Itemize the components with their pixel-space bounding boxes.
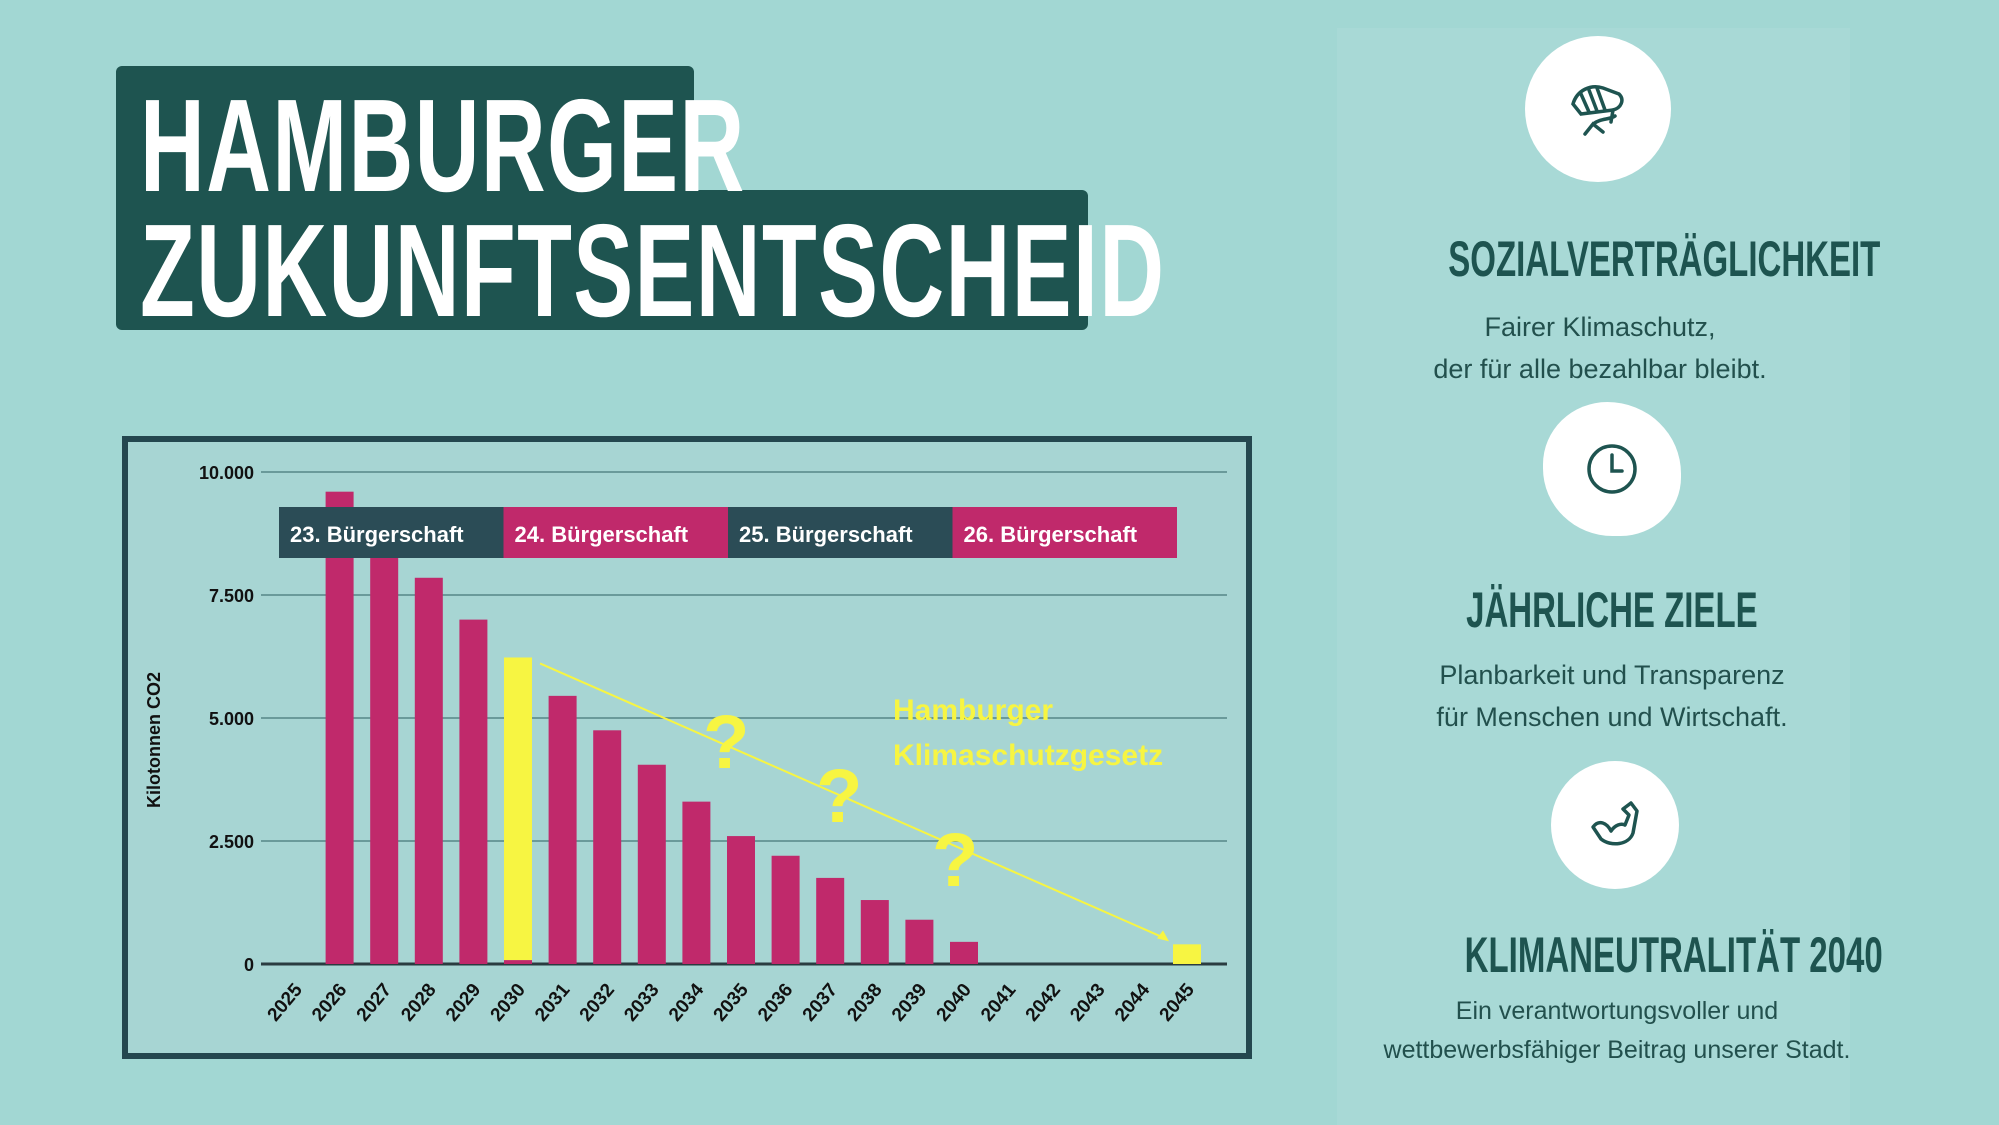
feature-title-2: JÄHRLICHE ZIELE — [1352, 585, 1872, 635]
feature-desc-line: Fairer Klimaschutz, — [1484, 312, 1716, 342]
feature-title-3: KLIMANEUTRALITÄT 2040 — [1357, 930, 1883, 980]
x-tick-label: 2044 — [1111, 979, 1155, 1025]
x-tick-label: 2034 — [665, 979, 709, 1025]
feature-icon-badge-3 — [1551, 761, 1679, 889]
page-title-line2: ZUKUNFTSENTSCHEID — [140, 197, 1166, 344]
bar-2030 — [504, 657, 532, 961]
period-band — [728, 507, 953, 558]
x-tick-label: 2032 — [576, 980, 619, 1026]
annotation-line1: Hamburger — [893, 694, 1053, 727]
bar-2037 — [816, 877, 845, 964]
handshake-icon — [1571, 85, 1624, 136]
y-tick-label: 2.500 — [209, 832, 254, 852]
y-tick-label: 5.000 — [209, 709, 254, 729]
page-title-line1: HAMBURGER — [140, 72, 746, 219]
bar-2032 — [593, 730, 622, 964]
bar-2030 — [504, 960, 532, 964]
x-tick-label: 2041 — [977, 979, 1021, 1025]
x-tick-label: 2035 — [710, 979, 754, 1025]
question-mark-2: ? — [816, 754, 862, 839]
bar-2038 — [860, 900, 889, 964]
feature-desc-line: Planbarkeit und Transparenz — [1439, 660, 1785, 690]
x-tick-label: 2042 — [1022, 980, 1065, 1026]
x-tick-label: 2037 — [799, 980, 842, 1026]
x-tick-label: 2025 — [264, 979, 308, 1025]
x-tick-label: 2036 — [754, 980, 797, 1026]
x-tick-label: 2029 — [442, 980, 485, 1026]
feature-desc-line: der für alle bezahlbar bleibt. — [1433, 354, 1767, 384]
title-box-line2 — [116, 190, 1088, 330]
bar-2033 — [637, 764, 666, 964]
annotation-line2: Klimaschutzgesetz — [893, 739, 1163, 772]
feature-icon-badge-2 — [1543, 402, 1681, 536]
question-mark-3: ? — [932, 818, 978, 903]
feature-icon-badge-1 — [1525, 36, 1671, 182]
title-box-line1 — [116, 66, 694, 206]
feature-desc-3: Ein verantwortungsvoller und wettbewerbs… — [1337, 992, 1897, 1070]
question-mark-1: ? — [703, 700, 749, 785]
bar-2039 — [905, 919, 934, 964]
bar-2036 — [771, 855, 800, 964]
feature-desc-2: Planbarkeit und Transparenz für Menschen… — [1332, 654, 1892, 738]
period-label: 26. Bürgerschaft — [964, 522, 1138, 547]
period-band — [503, 507, 728, 558]
clock-icon — [1587, 444, 1637, 494]
x-tick-label: 2026 — [308, 980, 351, 1026]
x-tick-label: 2045 — [1156, 979, 1200, 1025]
x-tick-label: 2039 — [888, 980, 931, 1026]
y-tick-label: 10.000 — [199, 463, 254, 483]
bar-2035 — [727, 836, 755, 964]
bar-2027 — [370, 535, 399, 964]
x-tick-label: 2027 — [353, 980, 396, 1026]
bar-2028 — [414, 577, 443, 964]
x-tick-label: 2028 — [397, 980, 440, 1026]
bar-2031 — [548, 695, 577, 964]
y-tick-label: 7.500 — [209, 586, 254, 606]
period-band — [952, 507, 1177, 558]
x-tick-label: 2030 — [487, 980, 530, 1026]
bar-2034 — [682, 801, 711, 964]
feature-desc-line: für Menschen und Wirtschaft. — [1436, 702, 1788, 732]
trend-line — [539, 662, 1166, 940]
period-label: 23. Bürgerschaft — [290, 522, 464, 547]
period-label: 25. Bürgerschaft — [739, 522, 913, 547]
x-tick-label: 2038 — [843, 980, 886, 1026]
features-panel — [1337, 28, 1850, 1125]
period-label: 24. Bürgerschaft — [515, 522, 689, 547]
x-tick-label: 2031 — [531, 979, 575, 1025]
feature-title-1: SOZIALVERTRÄGLICHKEIT — [1337, 234, 1880, 284]
feature-title-text: KLIMANEUTRALITÄT 2040 — [1464, 927, 1883, 983]
bar-2040 — [950, 941, 978, 964]
x-tick-label: 2033 — [620, 980, 663, 1026]
y-tick-label: 0 — [244, 955, 254, 975]
feature-desc-1: Fairer Klimaschutz, der für alle bezahlb… — [1320, 306, 1880, 390]
feature-title-text: JÄHRLICHE ZIELE — [1466, 582, 1758, 638]
bar-2026 — [325, 491, 354, 964]
feature-title-text: SOZIALVERTRÄGLICHKEIT — [1448, 231, 1881, 287]
feature-desc-line: Ein verantwortungsvoller und — [1455, 997, 1779, 1025]
period-band — [279, 507, 504, 558]
trend-arrowhead — [1157, 930, 1169, 942]
y-axis-label: Kilotonnen CO2 — [144, 672, 164, 808]
bar-2045 — [1173, 944, 1201, 964]
bar-2029 — [459, 619, 488, 964]
x-tick-label: 2040 — [933, 980, 976, 1026]
flexed-arm-icon — [1591, 801, 1639, 846]
feature-desc-line: wettbewerbsfähiger Beitrag unserer Stadt… — [1383, 1036, 1851, 1064]
x-tick-label: 2043 — [1066, 980, 1109, 1026]
